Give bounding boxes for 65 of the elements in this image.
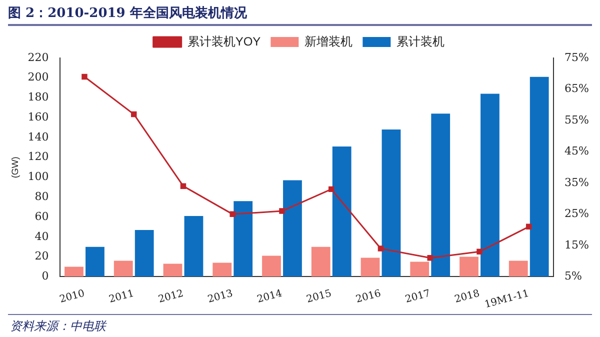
legend-label: 新增装机 <box>304 34 353 48</box>
bar <box>431 114 450 277</box>
bar <box>360 258 380 277</box>
y-tick-label: 60 <box>34 210 49 223</box>
x-tick-label: 2010 <box>58 288 86 306</box>
point <box>180 183 186 189</box>
bar <box>163 264 182 277</box>
y2-tick-label: 25% <box>564 207 590 220</box>
bar <box>234 201 253 277</box>
y2-tick-label: 75% <box>564 50 590 64</box>
y-axis-title: (GW) <box>10 156 20 178</box>
point <box>526 224 532 230</box>
text: 资料来源：中电联 <box>10 318 106 335</box>
bar <box>262 256 281 277</box>
bar <box>134 230 154 277</box>
y2-tick-label: 5% <box>564 270 582 283</box>
bar <box>332 146 352 277</box>
bar <box>311 246 330 277</box>
y-tick-label: 220 <box>28 50 49 64</box>
y-tick-label: 200 <box>28 70 49 84</box>
x-tick-label: 2011 <box>108 288 136 306</box>
legend-label: 累计装机YOY <box>187 34 261 48</box>
y2-tick-label: 35% <box>564 176 590 189</box>
y-tick-label: 100 <box>28 170 49 184</box>
y-tick-label: 140 <box>28 130 49 144</box>
y-tick-label: 160 <box>28 110 49 124</box>
point <box>378 246 384 252</box>
bar <box>530 76 549 277</box>
bar <box>460 256 478 277</box>
bar <box>480 94 500 277</box>
x-tick-label: 2015 <box>305 288 333 306</box>
y-tick-label: 20 <box>34 250 49 263</box>
chart-title: 图 2：2010-2019 年全国风电装机情况 <box>8 5 247 22</box>
y2-tick-label: 55% <box>564 113 590 126</box>
point <box>427 255 433 261</box>
point <box>130 111 137 118</box>
bar <box>114 260 133 277</box>
bar <box>212 262 232 277</box>
legend-label: 累计装机 <box>396 34 445 48</box>
bar <box>508 260 528 277</box>
bar <box>64 266 84 277</box>
y-tick-label: 40 <box>34 230 49 243</box>
bar <box>410 262 430 277</box>
y-tick-label: 80 <box>34 190 49 203</box>
point <box>279 208 285 214</box>
point <box>230 211 236 218</box>
y-tick-label: 0 <box>42 270 49 283</box>
bar <box>184 216 204 277</box>
bar <box>283 180 302 277</box>
x-tick-label: 2014 <box>256 288 284 306</box>
x-tick-label: 2013 <box>206 288 234 306</box>
y2-tick-label: 45% <box>564 144 590 158</box>
y-tick-label: 120 <box>28 150 49 164</box>
y2-tick-label: 15% <box>564 238 590 252</box>
bar <box>86 246 104 277</box>
x-tick-label: 2012 <box>157 288 185 306</box>
point <box>82 74 88 80</box>
point <box>476 248 482 255</box>
y2-tick-label: 65% <box>564 82 590 96</box>
x-tick-label: 2016 <box>354 288 382 306</box>
bar <box>382 130 401 277</box>
x-tick-label: 2018 <box>454 288 481 306</box>
y-tick-label: 180 <box>28 90 49 104</box>
point <box>328 186 334 192</box>
x-tick-label: 2017 <box>404 288 432 306</box>
